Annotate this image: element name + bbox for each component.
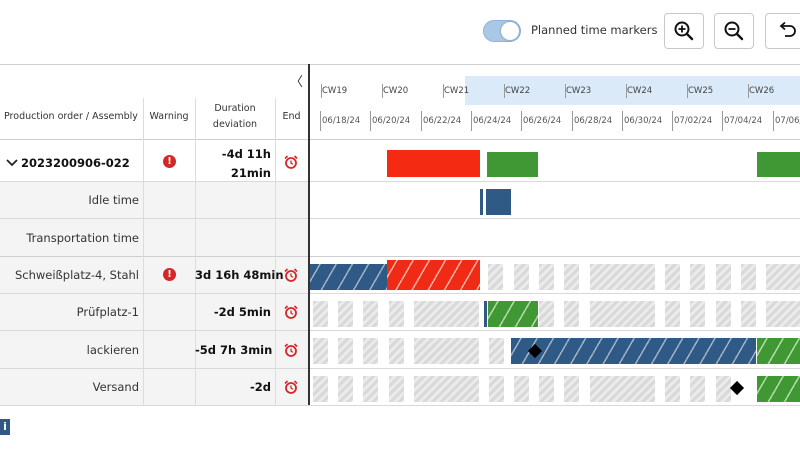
operation-deviation: -5d 7h 3min [195, 343, 273, 357]
order-deviation-line1: -4d 11h [221, 147, 271, 161]
transportation-time-label: Transportation time [26, 231, 139, 245]
planned-markers-toggle[interactable] [483, 20, 521, 42]
toggle-knob [501, 22, 519, 40]
operation-bar-idle[interactable] [484, 301, 487, 327]
date-label: 06/24/24 [473, 116, 512, 126]
operation-bar-on-time[interactable] [488, 301, 538, 327]
week-label: CW24 [627, 86, 653, 96]
alarm-clock-icon [284, 155, 298, 169]
operation-deviation: -2d [249, 380, 271, 394]
operation-bar-on-time[interactable] [757, 338, 800, 364]
date-label: 06/20/24 [372, 116, 411, 126]
alarm-clock-icon [284, 305, 298, 319]
current-period-highlight [465, 76, 800, 105]
alarm-clock-icon [284, 380, 298, 394]
week-label: CW19 [322, 86, 348, 96]
date-label: 07/06/ [775, 116, 800, 126]
week-label: CW23 [566, 86, 592, 96]
planned-markers-label: Planned time markers [531, 23, 658, 37]
header-duration-line1[interactable]: Duration [214, 103, 256, 114]
date-label: 07/04/24 [724, 116, 763, 126]
date-label: 06/18/24 [322, 116, 361, 126]
operation-bar-late[interactable] [387, 260, 480, 290]
date-label: 06/30/24 [624, 116, 663, 126]
header-warning[interactable]: Warning [149, 111, 189, 122]
header-duration-line2[interactable]: deviation [212, 119, 258, 130]
operation-name[interactable]: Prüfplatz-1 [76, 305, 139, 319]
zoom-out-button[interactable] [714, 13, 754, 49]
idle-time-label: Idle time [88, 193, 139, 207]
idle-bar[interactable] [486, 189, 511, 215]
operation-name[interactable]: lackieren [86, 343, 139, 357]
operation-name[interactable]: Versand [92, 380, 139, 394]
order-deviation-line2: 21min [230, 166, 271, 180]
undo-icon [779, 21, 796, 37]
operation-bar-idle[interactable] [511, 338, 756, 364]
week-label: CW22 [505, 86, 531, 96]
operation-bar-on-time[interactable] [757, 376, 800, 402]
alarm-clock-icon [284, 268, 298, 282]
header-end[interactable]: End [282, 111, 301, 122]
date-label: 06/22/24 [423, 116, 462, 126]
header-order[interactable]: Production order / Assembly [4, 111, 138, 122]
chevron-down-icon[interactable] [6, 159, 18, 167]
operation-bar-idle[interactable] [310, 264, 387, 290]
order-bar-late[interactable] [387, 150, 480, 177]
week-label: CW21 [444, 86, 470, 96]
planned-time-marker[interactable] [729, 380, 745, 396]
order-bar-on-time[interactable] [757, 152, 800, 177]
week-label: CW26 [749, 86, 775, 96]
warning-icon: ! [163, 155, 176, 168]
date-label: 07/02/24 [674, 116, 713, 126]
order-name[interactable]: 2023200906-022 [21, 156, 130, 170]
alarm-clock-icon [284, 343, 298, 357]
collapse-panel-button[interactable]: 〈 [290, 75, 304, 90]
operation-deviation: 3d 16h 48min [195, 268, 284, 282]
week-label: CW20 [383, 86, 409, 96]
idle-bar[interactable] [480, 189, 483, 215]
date-label: 06/28/24 [574, 116, 613, 126]
order-bar-on-time[interactable] [487, 152, 538, 177]
undo-button[interactable] [765, 13, 800, 49]
week-label: CW25 [688, 86, 714, 96]
zoom-in-icon [674, 21, 694, 41]
zoom-in-button[interactable] [664, 13, 704, 49]
info-icon[interactable]: i [0, 419, 10, 435]
date-label: 06/26/24 [523, 116, 562, 126]
operation-name[interactable]: Schweißplatz-4, Stahl [14, 268, 139, 282]
warning-icon: ! [163, 268, 176, 281]
zoom-out-icon [724, 21, 744, 41]
operation-deviation: -2d 5min [213, 305, 271, 319]
